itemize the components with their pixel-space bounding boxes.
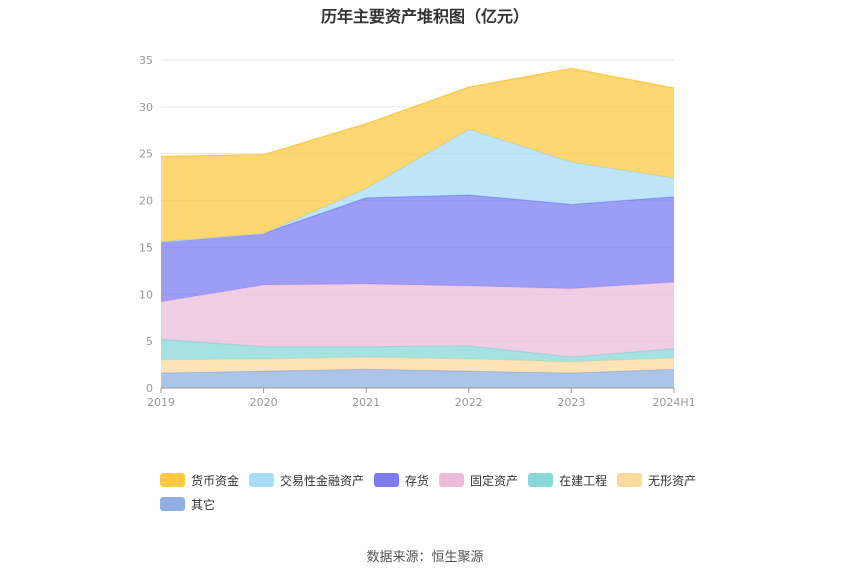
- axes: 0 5 10 15 20 25 30 35 2019 2020 2021 2022 2023 2024H1: [139, 54, 696, 409]
- legend-label: 交易性金融资产: [280, 473, 365, 488]
- legend-swatch: [617, 473, 643, 487]
- legend-swatch: [528, 473, 554, 487]
- legend-item[interactable]: 其它: [160, 496, 215, 512]
- area-series-3[interactable]: [161, 339, 674, 362]
- area-series-6[interactable]: [161, 129, 674, 242]
- area-series-5[interactable]: [161, 194, 674, 302]
- legend-item[interactable]: 无形资产: [617, 472, 696, 488]
- legend-swatch: [374, 473, 400, 487]
- chart-title: 历年主要资产堆积图（亿元）: [320, 7, 529, 26]
- y-tick-label: 10: [139, 288, 153, 301]
- legend-swatch: [160, 497, 185, 511]
- y-tick-label: 20: [139, 195, 153, 208]
- y-tick-label: 5: [146, 335, 153, 348]
- data-source-note: 数据来源：恒生聚源: [366, 550, 484, 565]
- legend: 货币资金 交易性金融资产 存货 固定资产 在建工程 无形资产其它: [160, 472, 720, 520]
- y-tick-label: 15: [139, 241, 153, 254]
- legend-label: 固定资产: [470, 473, 519, 488]
- x-tick-label: 2022: [455, 396, 483, 409]
- area-series-1[interactable]: [161, 369, 674, 388]
- x-tick-label: 2024H1: [652, 396, 695, 409]
- legend-item[interactable]: 交易性金融资产: [249, 472, 364, 488]
- legend-item[interactable]: 存货: [374, 472, 429, 488]
- area-series-group: [160, 67, 675, 388]
- y-tick-label: 30: [139, 101, 153, 114]
- legend-label: 货币资金: [191, 473, 240, 488]
- legend-item[interactable]: 在建工程: [528, 472, 607, 488]
- y-tick-label: 35: [139, 54, 153, 67]
- legend-swatch: [160, 473, 185, 487]
- area-series-7[interactable]: [161, 68, 674, 242]
- y-tick-label: 0: [146, 382, 153, 395]
- area-series-2[interactable]: [161, 357, 674, 374]
- x-tick-label: 2019: [147, 396, 175, 409]
- area-edge-7: [160, 67, 675, 158]
- area-series-4[interactable]: [161, 282, 674, 358]
- x-tick-label: 2023: [557, 396, 585, 409]
- legend-label: 在建工程: [559, 473, 608, 488]
- x-tick-label: 2021: [352, 396, 380, 409]
- stacked-area-chart: 0 5 10 15 20 25 30 35 2019 2020 2021 2022 2023 2024H1: [139, 54, 696, 409]
- legend-swatch: [439, 473, 465, 487]
- x-tick-label: 2020: [250, 396, 278, 409]
- legend-swatch: [249, 473, 275, 487]
- legend-item[interactable]: 货币资金: [160, 472, 239, 488]
- legend-item[interactable]: 固定资产: [439, 472, 518, 488]
- legend-label: 其它: [191, 497, 216, 512]
- y-tick-label: 25: [139, 148, 153, 161]
- legend-label: 存货: [405, 473, 430, 488]
- legend-label: 无形资产: [648, 473, 697, 488]
